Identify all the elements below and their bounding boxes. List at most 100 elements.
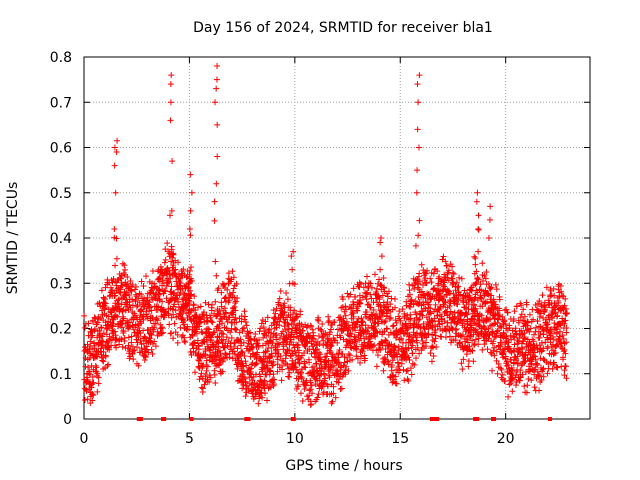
data-point	[226, 350, 233, 357]
data-point	[254, 349, 261, 356]
data-point	[518, 302, 525, 309]
data-point	[444, 287, 451, 294]
data-point	[557, 343, 564, 350]
data-point	[344, 290, 351, 297]
data-point	[561, 302, 568, 309]
data-point	[318, 361, 325, 368]
data-point	[447, 290, 454, 297]
data-point	[513, 355, 520, 362]
data-point	[330, 383, 337, 390]
data-point	[422, 295, 429, 302]
data-point	[530, 316, 537, 323]
data-point	[462, 326, 469, 333]
data-point	[493, 357, 500, 364]
data-point	[187, 309, 194, 316]
data-point	[488, 367, 495, 374]
data-point	[191, 340, 198, 347]
data-point	[217, 311, 224, 318]
data-point	[319, 321, 326, 328]
data-point	[444, 323, 451, 330]
data-point	[408, 371, 415, 378]
data-point	[509, 327, 516, 334]
y-tick-label: 0.7	[50, 95, 72, 111]
data-point	[168, 330, 175, 337]
data-point	[552, 344, 559, 351]
data-point	[318, 384, 325, 391]
data-point	[167, 212, 174, 219]
data-point	[538, 377, 545, 384]
data-point	[345, 367, 352, 374]
data-point	[554, 364, 561, 371]
data-point	[470, 358, 477, 365]
data-point	[195, 342, 202, 349]
data-point	[441, 318, 448, 325]
data-point	[222, 350, 229, 357]
data-point	[505, 393, 512, 400]
data-point	[322, 375, 329, 382]
data-point	[527, 341, 534, 348]
data-point	[471, 253, 478, 260]
data-point	[449, 269, 456, 276]
data-point	[430, 270, 437, 277]
data-point	[413, 277, 420, 284]
data-point	[434, 312, 441, 319]
data-point	[292, 348, 299, 355]
data-point	[187, 207, 194, 214]
data-point	[508, 370, 515, 377]
data-point	[143, 297, 150, 304]
data-point	[389, 357, 396, 364]
data-point	[525, 375, 532, 382]
data-point	[425, 301, 432, 308]
data-point	[485, 307, 492, 314]
data-point	[492, 281, 499, 288]
data-point	[478, 312, 485, 319]
data-point	[94, 388, 101, 395]
data-point	[514, 353, 521, 360]
data-point	[536, 298, 543, 305]
data-point	[342, 371, 349, 378]
data-point	[387, 301, 394, 308]
data-point	[191, 293, 198, 300]
data-point	[564, 310, 571, 317]
data-point	[544, 345, 551, 352]
data-point	[552, 303, 559, 310]
data-point	[134, 339, 141, 346]
data-point	[328, 400, 335, 407]
data-point	[199, 389, 206, 396]
data-point	[89, 374, 96, 381]
data-point	[509, 388, 516, 395]
data-point	[442, 298, 449, 305]
data-point	[264, 314, 271, 321]
data-point	[175, 286, 182, 293]
data-point	[461, 287, 468, 294]
data-point	[140, 316, 147, 323]
data-point	[121, 334, 128, 341]
data-point	[266, 383, 273, 390]
data-point	[408, 296, 415, 303]
data-point	[152, 343, 159, 350]
data-point	[506, 325, 513, 332]
y-tick-label: 0.4	[50, 231, 72, 247]
data-point	[357, 297, 364, 304]
data-point	[86, 368, 93, 375]
data-point	[432, 322, 439, 329]
data-point	[187, 171, 194, 178]
data-point	[170, 335, 177, 342]
data-point	[469, 337, 476, 344]
data-point	[170, 311, 177, 318]
data-point	[195, 346, 202, 353]
x-tick-label: 20	[497, 431, 515, 447]
data-point	[167, 117, 174, 124]
data-point	[120, 315, 127, 322]
data-point	[454, 301, 461, 308]
data-point	[273, 336, 280, 343]
data-point	[358, 281, 365, 288]
data-point	[102, 300, 109, 307]
data-point	[113, 255, 120, 262]
data-point	[552, 349, 559, 356]
data-point	[204, 325, 211, 332]
data-point	[537, 355, 544, 362]
data-point	[204, 363, 211, 370]
data-point	[132, 298, 139, 305]
data-point	[347, 291, 354, 298]
